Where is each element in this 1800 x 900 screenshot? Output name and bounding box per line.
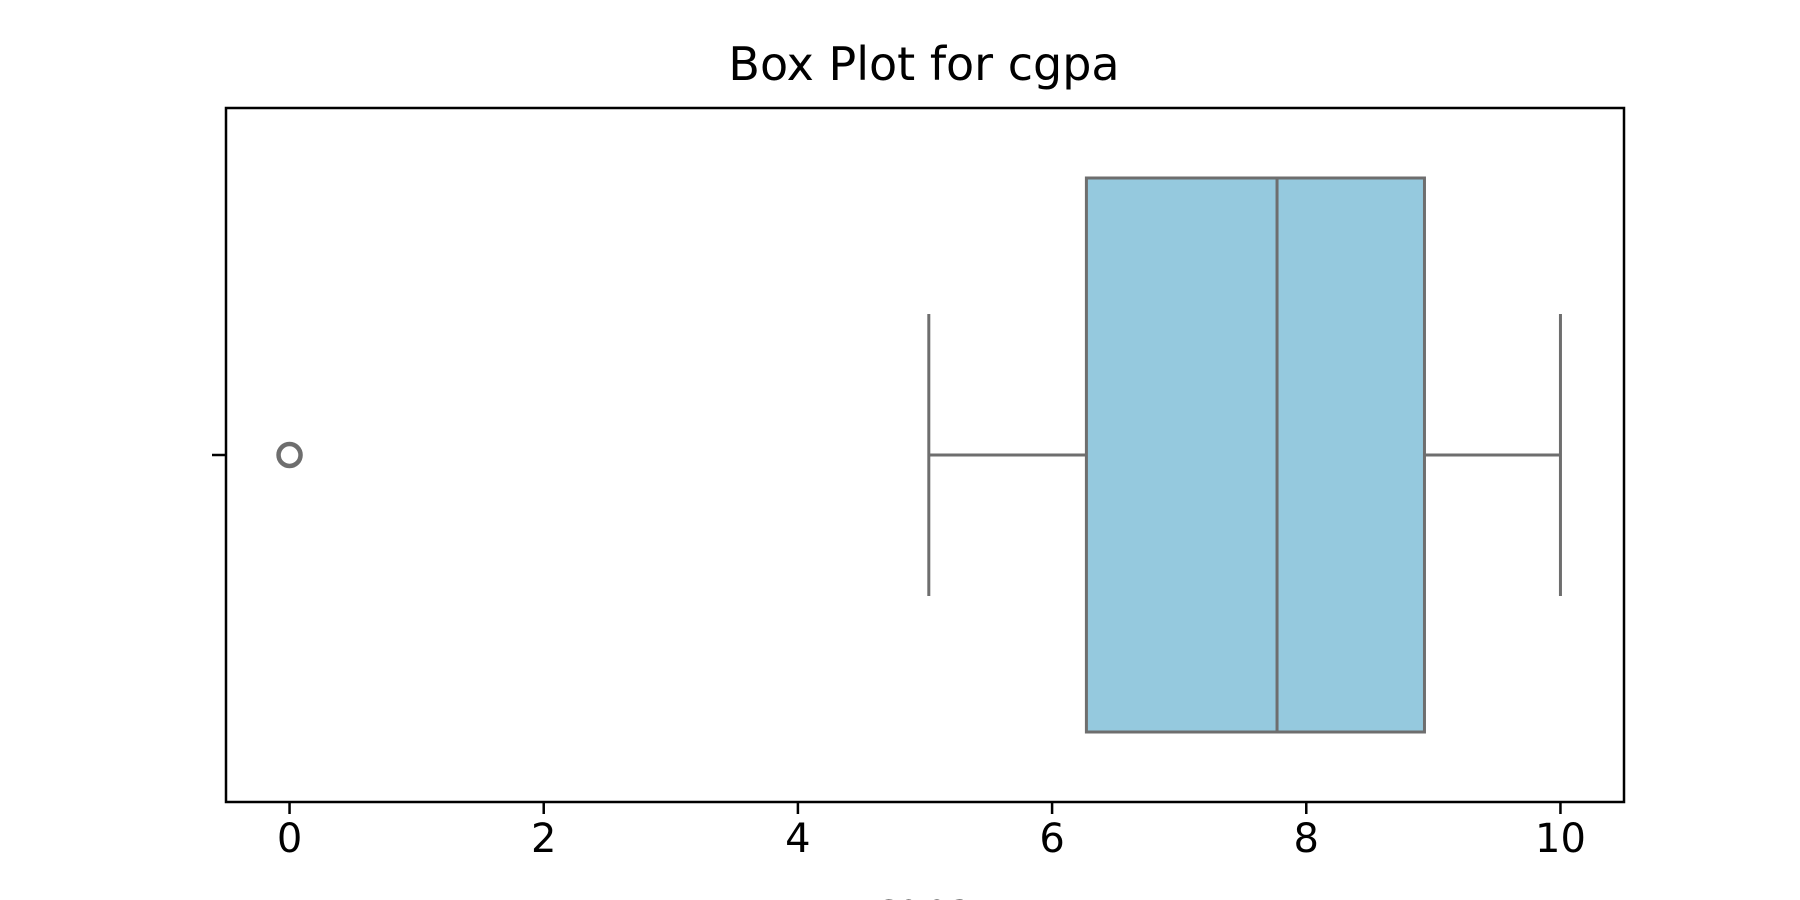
x-axis-label: cgpa [875,886,972,900]
x-tick-label: 6 [1039,816,1064,862]
x-tick-label: 2 [531,816,556,862]
x-axis-ticks: 0 2 4 6 8 10 [277,802,1586,862]
x-tick-label: 4 [785,816,810,862]
x-tick-label: 8 [1294,816,1319,862]
x-tick-label: 0 [277,816,302,862]
outlier-point [276,441,303,469]
x-tick-label: 10 [1535,816,1586,862]
interquartile-box [1084,176,1426,734]
box-plot-series [276,176,1562,734]
chart-title: Box Plot for cgpa [728,37,1119,91]
